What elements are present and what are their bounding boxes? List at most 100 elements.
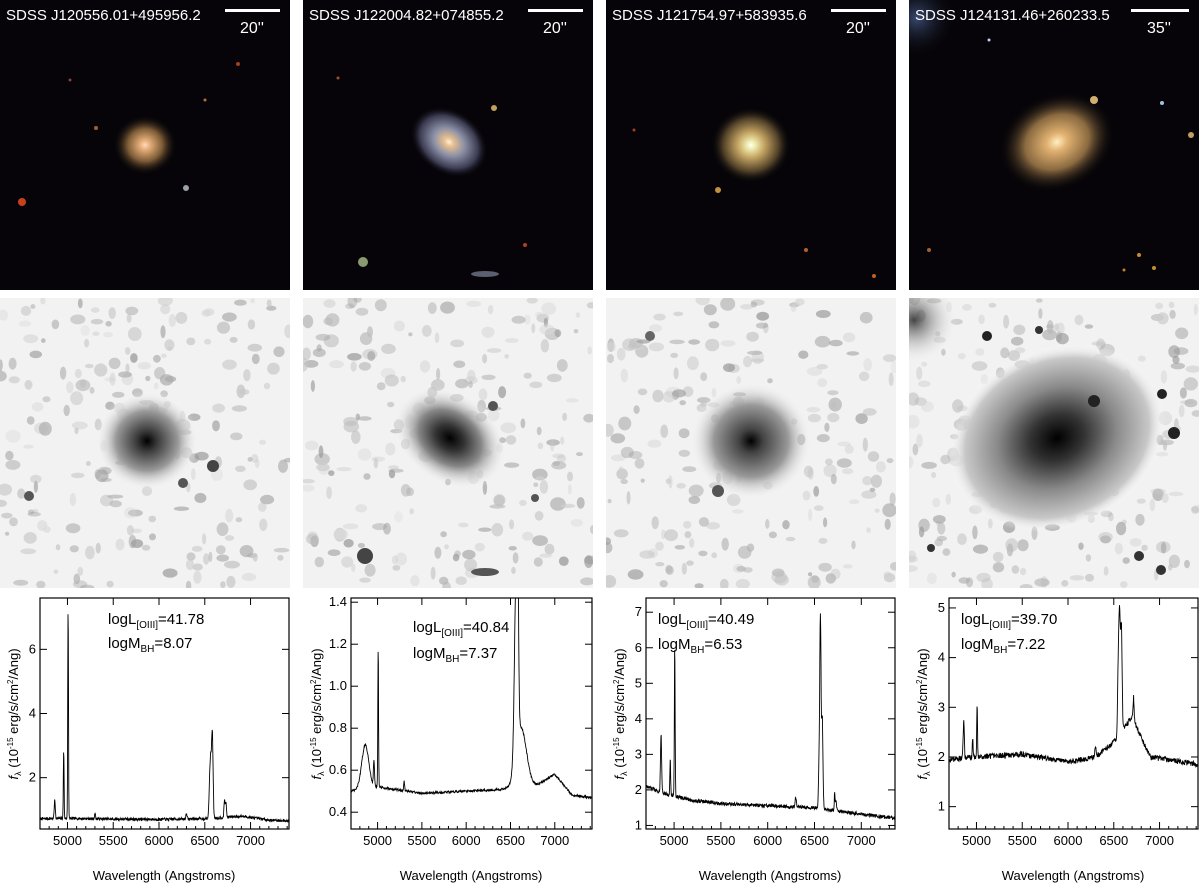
- noise-blob: [70, 391, 84, 406]
- x-tick-label: 6000: [145, 833, 174, 848]
- noise-blob: [806, 366, 823, 376]
- noise-blob: [481, 374, 496, 380]
- noise-blob: [387, 465, 399, 470]
- noise-blob: [63, 404, 70, 417]
- noise-blob: [263, 382, 271, 390]
- noise-blob: [746, 543, 755, 552]
- noise-blob: [326, 486, 332, 499]
- noise-blob: [125, 306, 139, 316]
- noise-blob: [137, 362, 151, 370]
- noise-blob: [774, 574, 789, 586]
- noise-blob: [1156, 312, 1169, 325]
- noise-blob: [673, 311, 684, 317]
- noise-blob: [323, 317, 333, 326]
- noise-blob: [975, 348, 985, 356]
- noise-blob: [909, 392, 920, 406]
- noise-blob: [678, 428, 690, 439]
- y-axis-label: fλ (10-15 erg/s/cm2/Ang): [915, 648, 932, 779]
- noise-blob: [747, 350, 763, 355]
- noise-blob: [79, 379, 87, 388]
- noise-blob: [59, 366, 67, 380]
- noise-blob: [1185, 365, 1199, 373]
- x-tick-label: 5000: [962, 833, 991, 848]
- star: [1088, 395, 1100, 407]
- noise-blob: [689, 538, 695, 548]
- star: [336, 76, 340, 80]
- noise-blob: [1045, 324, 1054, 329]
- noise-blob: [909, 550, 917, 562]
- noise-blob: [827, 412, 840, 423]
- noise-blob: [505, 435, 517, 445]
- star: [1188, 132, 1194, 138]
- noise-blob: [5, 450, 14, 461]
- noise-blob: [755, 322, 769, 329]
- noise-blob: [1168, 491, 1184, 497]
- noise-blob: [162, 568, 178, 578]
- noise-blob: [216, 522, 229, 536]
- noise-blob: [194, 492, 207, 504]
- noise-blob: [224, 560, 240, 569]
- noise-blob: [225, 508, 234, 523]
- galaxy: [711, 107, 791, 183]
- spectrum-plot: 5000 5500 6000 6500 7000 2 4 6 logL[OIII]=41.78…: [6, 597, 290, 883]
- noise-blob: [1011, 336, 1024, 346]
- color-image-panel-3: SDSS J121754.97+583935.6 20'': [606, 0, 896, 290]
- y-tick-label: 0.8: [329, 720, 347, 735]
- noise-blob: [620, 479, 628, 485]
- noise-blob: [239, 545, 254, 558]
- noise-blob: [756, 311, 770, 321]
- noise-blob: [806, 406, 821, 413]
- star: [715, 187, 721, 193]
- noise-blob: [351, 430, 361, 444]
- noise-blob: [80, 325, 90, 336]
- y-tick-label: 2: [29, 770, 36, 785]
- noise-blob: [732, 509, 744, 514]
- noise-blob: [546, 373, 562, 383]
- noise-blob: [376, 382, 386, 391]
- noise-blob: [1168, 554, 1180, 568]
- y-tick-label: 5: [635, 675, 642, 690]
- noise-blob: [841, 468, 854, 475]
- spectrum-panel-4: 5000 5500 6000 6500 7000 1 2 3 4 5 logL[OIII]=39.…: [909, 594, 1199, 885]
- noise-blob: [825, 458, 833, 466]
- x-axis-label: Wavelength (Angstroms): [400, 868, 543, 883]
- noise-blob: [107, 494, 124, 499]
- noise-blob: [678, 449, 690, 457]
- x-tick-label: 6000: [452, 833, 481, 848]
- noise-blob: [976, 572, 991, 583]
- noise-blob: [108, 307, 116, 319]
- noise-blob: [665, 478, 672, 484]
- noise-blob: [683, 520, 692, 529]
- noise-blob: [742, 567, 753, 573]
- noise-blob: [410, 575, 420, 587]
- noise-blob: [453, 360, 466, 368]
- noise-blob: [1141, 544, 1148, 551]
- noise-blob: [531, 323, 536, 334]
- noise-blob: [824, 422, 830, 432]
- noise-blob: [858, 371, 870, 382]
- noise-blob: [618, 416, 632, 431]
- noise-blob: [575, 312, 581, 318]
- noise-blob: [1191, 506, 1199, 514]
- noise-blob: [537, 442, 544, 450]
- star: [1035, 326, 1043, 334]
- scale-bar: [1131, 9, 1189, 12]
- noise-blob: [1116, 521, 1127, 536]
- spectrum-panel-3: 5000 5500 6000 6500 7000 1 2 3 4 5 6 7 logL[OIII]=4…: [606, 594, 896, 885]
- noise-blob: [700, 372, 708, 382]
- noise-blob: [720, 340, 736, 347]
- noise-blob: [384, 374, 399, 387]
- noise-blob: [951, 571, 956, 578]
- noise-blob: [53, 569, 59, 574]
- noise-blob: [882, 354, 896, 362]
- y-tick-label: 2: [635, 782, 642, 797]
- galaxy: [113, 115, 177, 175]
- noise-blob: [862, 408, 877, 416]
- noise-blob: [273, 346, 285, 357]
- star: [1157, 389, 1167, 399]
- star: [1152, 266, 1156, 270]
- noise-blob: [673, 367, 679, 380]
- x-tick-label: 7000: [236, 833, 265, 848]
- color-galaxy-image: SDSS J120556.01+495956.2 20'': [0, 0, 290, 290]
- noise-blob: [916, 366, 923, 380]
